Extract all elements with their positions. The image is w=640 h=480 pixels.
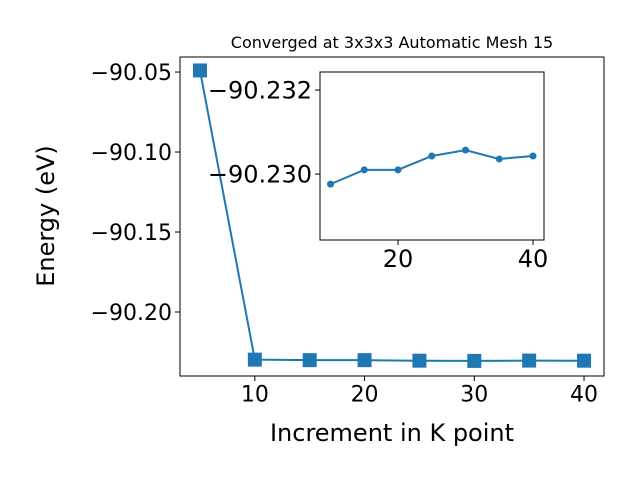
- x-tick-label: 40: [518, 245, 549, 273]
- marker: [357, 353, 372, 368]
- marker: [462, 146, 470, 154]
- marker: [412, 353, 427, 368]
- y-tick-label: −90.15: [91, 221, 172, 246]
- x-tick-label: 20: [383, 245, 414, 273]
- marker: [360, 166, 368, 174]
- y-axis-label: Energy (eV): [32, 145, 60, 287]
- marker: [394, 166, 402, 174]
- marker: [495, 155, 503, 163]
- marker: [577, 353, 592, 368]
- x-tick-label: 20: [351, 383, 379, 408]
- marker: [467, 353, 482, 368]
- x-tick-label: 30: [460, 383, 488, 408]
- x-tick-label: 40: [570, 383, 598, 408]
- marker: [327, 180, 335, 188]
- data-line: [198, 70, 585, 362]
- y-tick-label: −90.230: [208, 161, 312, 189]
- marker: [529, 152, 537, 160]
- marker: [302, 353, 317, 368]
- x-axis-label: Increment in K point: [270, 419, 514, 447]
- y-tick-label: −90.05: [91, 61, 172, 86]
- marker: [428, 152, 436, 160]
- y-tick-label: −90.20: [91, 301, 172, 326]
- marker: [522, 353, 537, 368]
- chart-title: Converged at 3x3x3 Automatic Mesh 15: [231, 33, 553, 52]
- marker: [247, 352, 262, 367]
- marker: [192, 63, 207, 78]
- y-tick-label: −90.10: [91, 141, 172, 166]
- y-tick-label: −90.232: [208, 77, 312, 105]
- x-tick-label: 10: [241, 383, 269, 408]
